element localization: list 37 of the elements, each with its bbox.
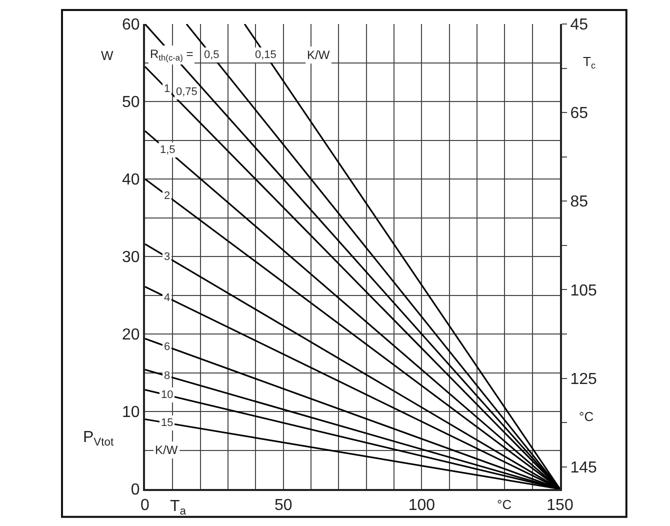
x-tick-label: 100 [408, 497, 436, 514]
annotation: K/W [307, 48, 330, 62]
x-tick-label: 150 [546, 497, 574, 514]
y-tick-label: 30 [122, 249, 140, 266]
series-label: 0,15 [255, 49, 276, 61]
y-axis-title: P$_{Vtot}$ [83, 429, 114, 448]
series-label: 1,5 [160, 144, 176, 156]
series-label: 3 [164, 251, 170, 263]
x-axis-title: T$_{a}$ [170, 498, 187, 518]
y2-tick-label: 105 [570, 282, 597, 300]
series-label: 0,5 [204, 49, 220, 61]
y2-tick-label: 145 [570, 459, 597, 476]
series-label: 6 [164, 341, 170, 353]
series-label: 4 [164, 292, 170, 304]
annotation: R$_{th(c-a)}$ = [150, 47, 194, 63]
y-tick-label: 50 [122, 94, 140, 112]
y-tick-label: 10 [122, 404, 140, 422]
series-label: 8 [164, 370, 170, 382]
text: °C [579, 409, 594, 424]
y-tick-label: 40 [122, 172, 140, 189]
y2-tick-label: 85 [570, 194, 588, 211]
y2-tick-label: 125 [570, 370, 597, 388]
text: °C [497, 497, 512, 512]
y2-axis-title: T$_{c}$ [583, 54, 596, 71]
y2-tick-label: 65 [570, 105, 588, 122]
series-label: 10 [161, 389, 174, 401]
series-label: 15 [161, 417, 174, 429]
annotation: K/W [155, 443, 178, 457]
y-tick-label: 60 [122, 16, 140, 34]
y-tick-label: 20 [122, 326, 140, 344]
y-tick-label: 0 [130, 482, 140, 499]
x-tick-label: 50 [274, 497, 292, 514]
series-label: 0,75 [176, 86, 198, 98]
y2-tick-label: 45 [570, 16, 588, 34]
text: W [101, 48, 114, 63]
series-label: 1 [164, 83, 170, 95]
series-label: 2 [164, 190, 170, 202]
